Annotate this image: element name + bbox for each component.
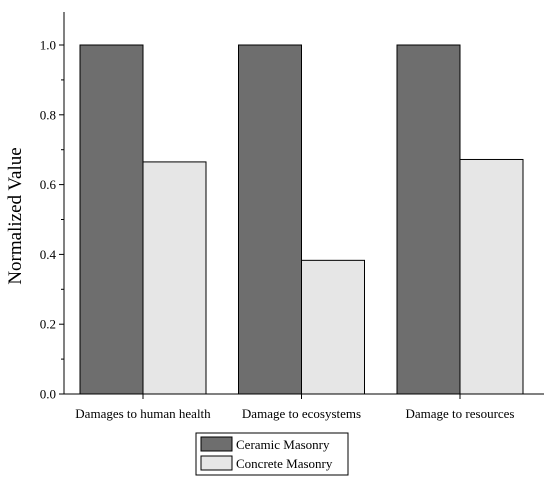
bar-concrete [301,259,365,395]
legend-label: Ceramic Masonry [236,437,330,452]
bars-group [79,44,524,395]
x-tick-label: Damage to ecosystems [242,406,361,421]
y-tick-label: 0.0 [40,387,56,402]
legend-swatch [200,436,233,452]
bar-ceramic [79,44,144,395]
x-axis-ticks: Damages to human health Damage to ecosyst… [75,394,515,421]
y-axis-title: Normalized Value [5,147,26,284]
bar-concrete [459,158,524,395]
legend: Ceramic Masonry Concrete Masonry [195,432,349,476]
y-tick-label: 0.8 [40,107,56,122]
bar-ceramic [396,44,461,395]
legend-swatch [200,455,233,471]
y-tick-label: 0.2 [40,317,56,332]
x-tick-label: Damage to resources [405,406,514,421]
x-tick-label: Damages to human health [75,406,211,421]
legend-label: Concrete Masonry [236,456,333,471]
y-axis-ticks: 0.0 0.2 0.4 0.6 0.8 1.0 [40,38,64,402]
bar-ceramic [238,44,302,395]
y-tick-label: 0.4 [40,247,57,262]
y-tick-label: 1.0 [40,38,56,53]
bar-concrete [142,161,207,395]
y-tick-label: 0.6 [40,177,57,192]
